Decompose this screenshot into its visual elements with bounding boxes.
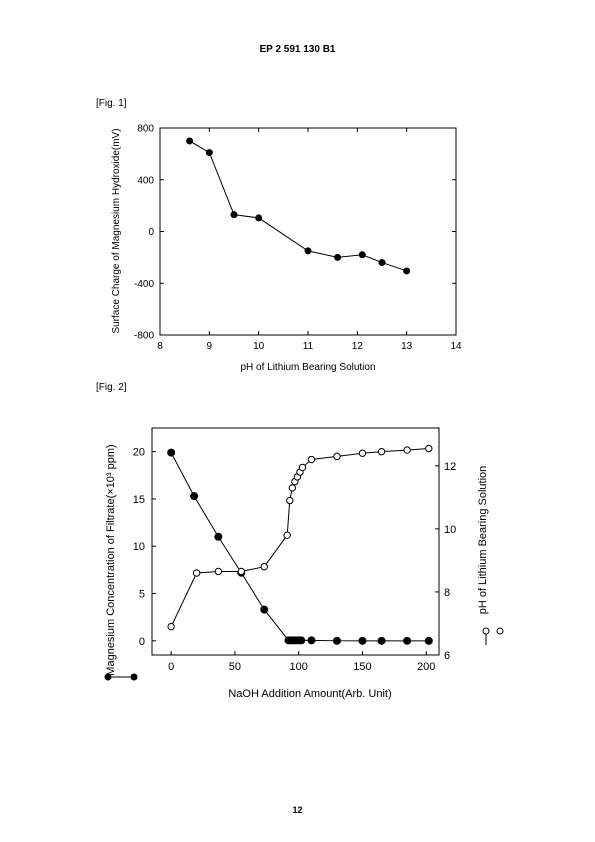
ph-data-point [403,446,411,454]
document-header: EP 2 591 130 B1 [259,44,336,55]
y-tick-label: 400 [137,175,154,186]
x-tick-label: 8 [157,341,163,352]
legend-filled-marker [104,673,112,681]
x-tick-label: 100 [290,661,308,673]
data-point [304,247,312,255]
legend-open-marker [482,627,490,635]
left-y-tick-label: 10 [133,541,145,553]
x-tick-label: 200 [417,661,435,673]
mg-data-point [332,636,341,645]
ph-data-point [358,449,367,457]
mg-data-point [190,492,199,501]
y-tick-label: 0 [148,227,154,238]
mg-data-point [297,636,306,645]
y-tick-label: -400 [134,279,154,290]
data-point [230,211,238,219]
figure-2-chart: 0 50 100 150 200 0 5 10 15 20 6 8 10 12 Magnesium Con… [104,427,504,700]
left-y-axis-title: Magnesium Concentration of Filtrate(×10³… [105,444,117,675]
left-axis-legend [104,673,138,681]
ph-data-point [307,455,316,464]
data-point [255,214,263,222]
right-axis-legend [482,627,504,645]
y-tick-label: -800 [134,331,154,342]
ph-data-point [192,569,201,577]
ph-data-point [425,444,433,453]
x-axis-title: NaOH Addition Amount(Arb. Unit) [228,688,391,700]
left-y-tick-label: 15 [133,494,145,506]
mg-data-point [307,636,316,645]
x-axis-title: pH of Lithium Bearing Solution [240,362,375,373]
ph-data-point [286,496,294,505]
mg-data-point [214,532,223,541]
left-y-tick-label: 0 [139,636,145,648]
mg-series-line [170,452,429,642]
x-tick-label: 12 [352,341,364,352]
mg-data-point [377,636,386,645]
data-point [205,149,213,157]
x-tick-label: 50 [229,661,241,673]
ph-data-point [167,622,175,631]
ph-data-point [283,531,291,539]
plot-frame [159,127,457,336]
figure-2-label: [Fig. 2] [96,382,127,393]
right-y-tick-label: 10 [444,524,456,536]
ph-data-point [333,452,341,461]
plot-frame [151,427,440,656]
y-axis-title: Surface Charge of Magnesium Hydroxide(mV… [111,128,122,333]
x-tick-label: 0 [168,661,174,673]
x-tick-label: 13 [401,341,413,352]
right-y-axis-title: pH of Lithium Bearing Solution [477,466,489,615]
data-point [378,259,386,267]
mg-data-point [167,448,176,457]
data-point [358,251,366,259]
mg-data-point [260,605,269,614]
data-point [186,137,194,145]
right-y-tick-label: 8 [444,587,450,599]
left-y-tick-label: 20 [133,447,145,459]
data-point [403,267,411,275]
ph-data-point [214,567,223,576]
legend-filled-marker [130,673,138,681]
right-y-tick-label: 6 [444,650,450,662]
left-y-tick-label: 5 [139,589,145,601]
mg-data-point [424,636,433,645]
mg-data-point [403,636,412,645]
ph-data-point [260,563,268,571]
x-tick-label: 11 [303,341,314,352]
x-tick-label: 14 [450,341,462,352]
figure-1-chart: 8 9 10 11 12 13 14 -800 -400 0 400 800 Surface Char… [111,124,462,374]
legend-open-marker [496,627,504,635]
x-tick-label: 10 [253,341,265,352]
ph-data-point [298,463,307,472]
page-number: 12 [292,805,303,815]
ph-data-point [288,484,297,492]
x-tick-label: 9 [207,341,213,352]
ph-data-point [237,567,245,576]
y-tick-label: 800 [137,124,154,135]
x-tick-label: 150 [353,661,371,673]
right-y-tick-label: 12 [444,461,456,473]
data-point [334,253,342,261]
mg-data-point [358,636,367,645]
figure-1-label: [Fig. 1] [96,98,127,109]
ph-data-point [377,447,386,456]
series-line [189,140,407,272]
